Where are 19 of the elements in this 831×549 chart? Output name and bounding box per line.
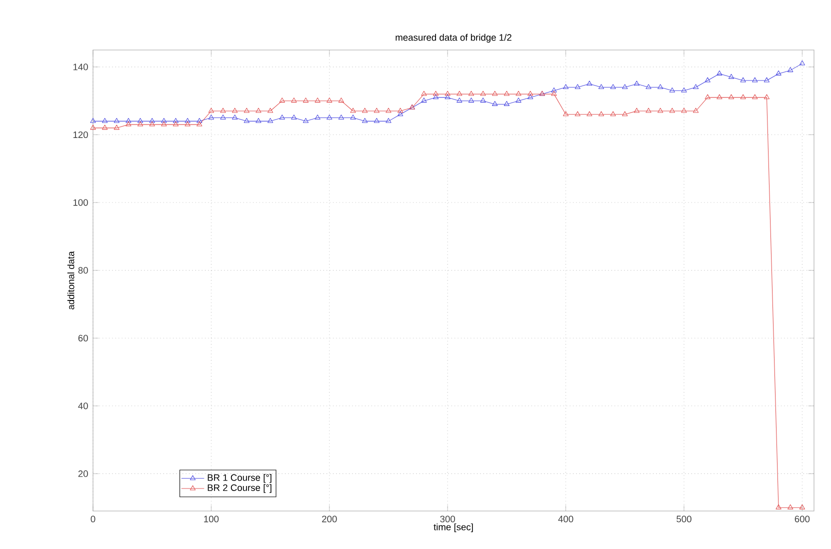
x-axis-title: time [sec] <box>434 523 473 532</box>
x-tick-label: 400 <box>558 516 574 522</box>
y-tick-label: 100 <box>73 199 88 206</box>
chart-title: measured data of bridge 1/2 <box>396 34 512 43</box>
y-tick-label: 140 <box>73 64 88 70</box>
x-tick-label: 500 <box>676 516 692 522</box>
legend-label: BR 2 Course [°] <box>208 484 272 493</box>
y-axis-title: additonal data <box>67 251 74 310</box>
y-tick-label: 20 <box>78 470 88 477</box>
x-tick-label: 200 <box>322 516 337 522</box>
y-tick-label: 80 <box>78 267 88 274</box>
x-tick-label: 600 <box>794 516 810 522</box>
x-tick-label: 100 <box>204 516 219 522</box>
y-tick-label: 60 <box>78 334 88 342</box>
y-tick-label: 40 <box>78 402 88 410</box>
x-tick-label: 0 <box>90 516 96 522</box>
legend-label: BR 1 Course [°] <box>208 474 272 483</box>
x-tick-label: 300 <box>440 516 456 522</box>
y-tick-label: 120 <box>73 131 88 138</box>
